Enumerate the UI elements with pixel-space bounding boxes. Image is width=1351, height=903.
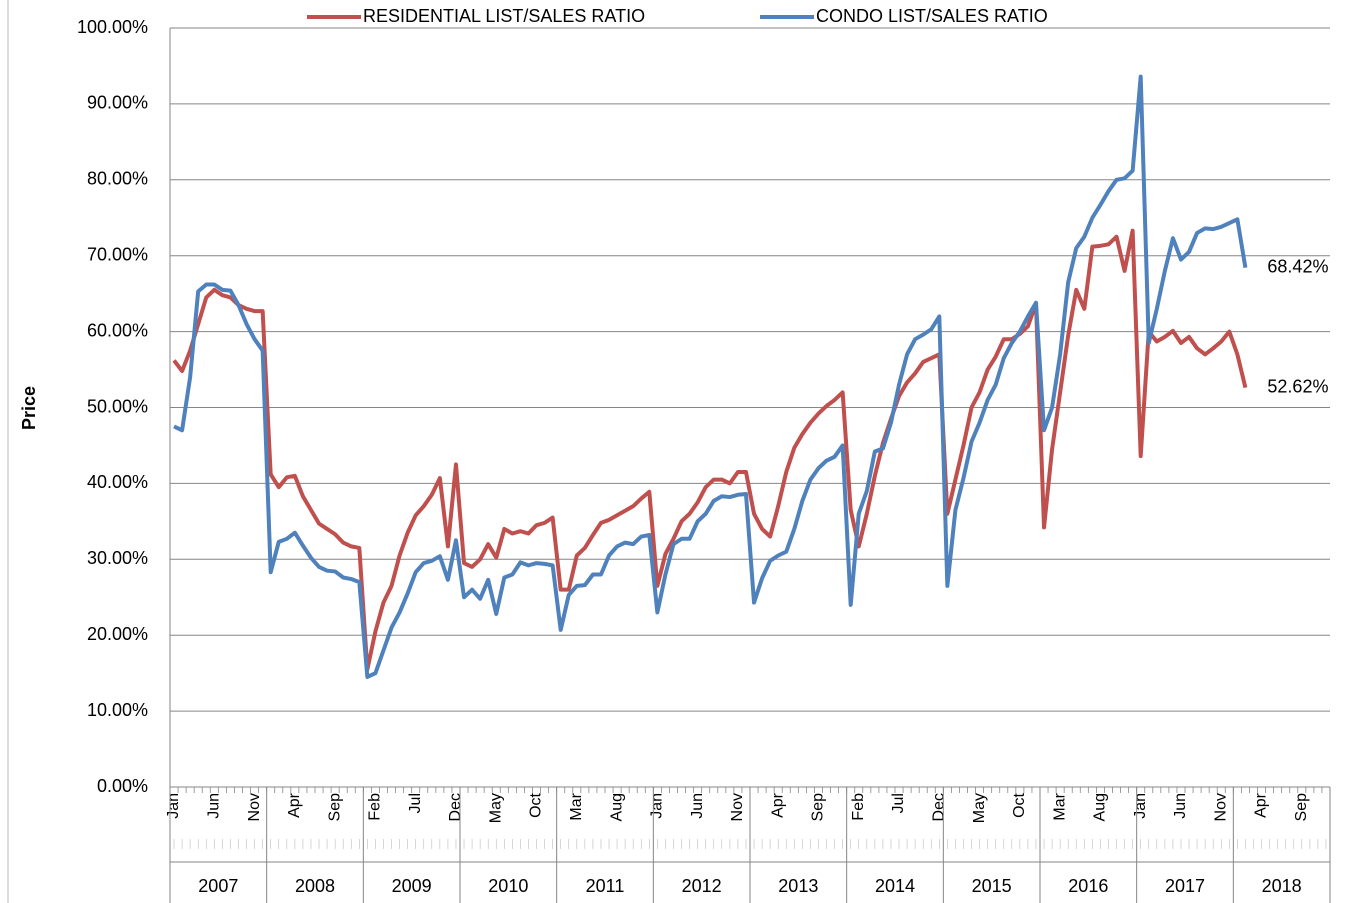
x-tick-label: Jun: [1172, 793, 1189, 819]
series-line: [173, 74, 1248, 679]
y-tick-label: 40.00%: [87, 472, 148, 492]
data-label: 68.42%: [1267, 256, 1328, 276]
x-tick-label: Feb: [850, 793, 867, 821]
year-label: 2010: [488, 876, 528, 896]
data-label: 52.62%: [1267, 376, 1328, 396]
legend-label: RESIDENTIAL LIST/SALES RATIO: [363, 6, 645, 26]
x-tick-label: Feb: [367, 793, 384, 821]
x-tick-label: Sep: [326, 793, 343, 822]
x-tick-label: Apr: [769, 792, 786, 818]
y-tick-label: 80.00%: [87, 169, 148, 189]
year-label: 2009: [392, 876, 432, 896]
y-tick-label: 100.00%: [77, 17, 148, 37]
y-axis-label: Price: [19, 386, 39, 430]
y-tick-label: 30.00%: [87, 548, 148, 568]
x-tick-label: Sep: [810, 793, 827, 822]
y-tick-label: 60.00%: [87, 320, 148, 340]
x-tick-label: Jun: [689, 793, 706, 819]
x-tick-label: Apr: [286, 792, 303, 818]
legend-label: CONDO LIST/SALES RATIO: [816, 6, 1048, 26]
x-tick-label: Nov: [246, 793, 263, 821]
year-label: 2014: [875, 876, 915, 896]
x-tick-label: Oct: [1011, 792, 1028, 817]
x-tick-label: Sep: [1293, 793, 1310, 822]
x-tick-label: Nov: [729, 793, 746, 821]
year-label: 2015: [972, 876, 1012, 896]
x-tick-label: Jan: [1132, 793, 1149, 819]
y-tick-label: 10.00%: [87, 700, 148, 720]
x-tick-label: Jul: [407, 793, 424, 813]
x-tick-label: Mar: [568, 792, 585, 820]
year-label: 2012: [682, 876, 722, 896]
x-tick-label: Jan: [649, 793, 666, 819]
x-tick-label: Oct: [528, 792, 545, 817]
year-label: 2007: [198, 876, 238, 896]
x-tick-label: May: [487, 793, 504, 823]
year-label: 2008: [295, 876, 335, 896]
x-tick-label: Jun: [206, 793, 223, 819]
x-tick-label: Jul: [890, 793, 907, 813]
year-label: 2017: [1165, 876, 1205, 896]
y-tick-label: 20.00%: [87, 624, 148, 644]
x-tick-label: Mar: [1051, 792, 1068, 820]
x-tick-label: Jan: [165, 793, 182, 819]
y-tick-label: 0.00%: [97, 776, 148, 796]
year-label: 2011: [586, 876, 625, 896]
x-tick-label: Dec: [447, 793, 464, 821]
x-tick-label: Dec: [931, 793, 948, 821]
x-tick-label: Apr: [1253, 792, 1270, 818]
series-line: [172, 228, 1248, 672]
year-label: 2016: [1068, 876, 1108, 896]
y-tick-label: 50.00%: [87, 396, 148, 416]
y-tick-label: 90.00%: [87, 93, 148, 113]
x-tick-label: Nov: [1212, 793, 1229, 821]
x-tick-label: Aug: [1092, 793, 1109, 821]
x-tick-label: May: [971, 793, 988, 823]
x-tick-label: Aug: [608, 793, 625, 821]
year-label: 2018: [1262, 876, 1302, 896]
year-label: 2013: [778, 876, 818, 896]
y-tick-label: 70.00%: [87, 244, 148, 264]
